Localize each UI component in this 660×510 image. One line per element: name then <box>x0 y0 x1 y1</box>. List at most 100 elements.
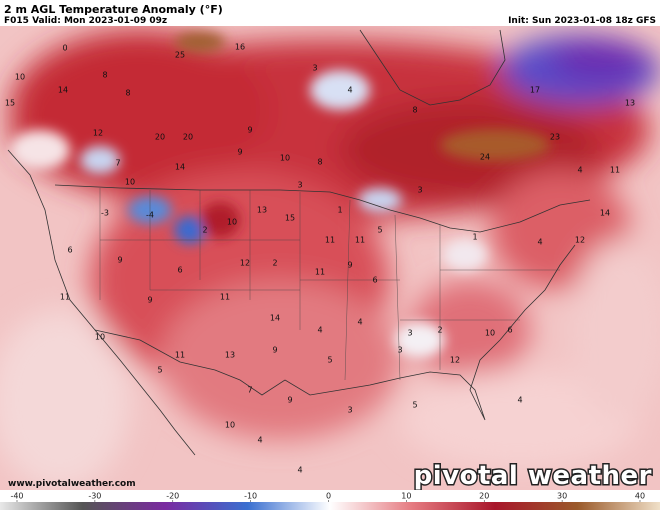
colorbar-tick-label: 0 <box>326 492 331 501</box>
value-label: 5 <box>327 356 332 365</box>
value-label: 10 <box>95 333 105 342</box>
value-label: 9 <box>147 296 152 305</box>
value-label: 2 <box>272 259 277 268</box>
value-label: 16 <box>235 43 245 52</box>
map-title: 2 m AGL Temperature Anomaly (°F) <box>4 3 223 16</box>
value-label: 10 <box>227 218 237 227</box>
value-label: 4 <box>577 166 582 175</box>
value-label: 11 <box>220 293 230 302</box>
colorbar-tick-label: 20 <box>479 492 489 501</box>
political-borders <box>7 29 591 456</box>
value-label: 3 <box>397 346 402 355</box>
value-label: 10 <box>225 421 235 430</box>
value-label: 9 <box>272 346 277 355</box>
value-label: 15 <box>285 214 295 223</box>
value-label: 4 <box>537 238 542 247</box>
value-label: 4 <box>517 396 522 405</box>
value-label: 25 <box>175 51 185 60</box>
value-label: 12 <box>575 236 585 245</box>
value-label: 14 <box>58 86 68 95</box>
value-label: 8 <box>102 71 107 80</box>
value-label: 1 <box>472 233 477 242</box>
value-label: 9 <box>347 261 352 270</box>
colorbar-tick-label: -30 <box>88 492 101 501</box>
value-label: 5 <box>412 401 417 410</box>
value-label: 6 <box>372 276 377 285</box>
value-label: 9 <box>237 148 242 157</box>
colorbar-tick-label: 40 <box>635 492 645 501</box>
value-label: 8 <box>412 106 417 115</box>
value-label: 2 <box>437 326 442 335</box>
value-label: 8 <box>317 158 322 167</box>
value-label: 23 <box>550 133 560 142</box>
value-label: 0 <box>62 44 67 53</box>
value-label: 3 <box>407 329 412 338</box>
value-label: 3 <box>417 186 422 195</box>
value-label: 2 <box>202 226 207 235</box>
value-label: -3 <box>101 209 109 218</box>
value-label: 10 <box>280 154 290 163</box>
value-label: 11 <box>325 236 335 245</box>
value-label: 3 <box>347 406 352 415</box>
value-label: 11 <box>610 166 620 175</box>
value-label: 4 <box>257 436 262 445</box>
value-label: -4 <box>146 211 154 220</box>
state-lines <box>99 188 560 381</box>
logo: pivotal weather <box>414 461 652 491</box>
value-label: 9 <box>247 126 252 135</box>
value-label: 9 <box>287 396 292 405</box>
value-label: 14 <box>600 209 610 218</box>
value-label: 11 <box>355 236 365 245</box>
value-label: 12 <box>93 129 103 138</box>
anomaly-detail <box>10 32 550 358</box>
value-label: 24 <box>480 153 490 162</box>
colorbar-tick-label: -20 <box>166 492 179 501</box>
value-label: 4 <box>317 326 322 335</box>
colorbar-tick-label: -10 <box>244 492 257 501</box>
website: www.pivotalweather.com <box>8 479 136 489</box>
value-label: 6 <box>507 326 512 335</box>
colorbar: -40 -30 -20 -10 0 10 20 30 40 <box>0 490 660 510</box>
colorbar-tick-label: 30 <box>557 492 567 501</box>
value-label: 4 <box>347 86 352 95</box>
value-label: 11 <box>60 293 70 302</box>
value-label: 5 <box>157 366 162 375</box>
colorbar-tick-label: -40 <box>10 492 23 501</box>
value-label: 4 <box>357 318 362 327</box>
anomaly-shading <box>0 30 660 490</box>
value-label: 6 <box>67 246 72 255</box>
value-label: 5 <box>377 226 382 235</box>
value-label: 10 <box>15 73 25 82</box>
value-label: 7 <box>115 159 120 168</box>
value-label: 7 <box>247 386 252 395</box>
value-label: 9 <box>117 256 122 265</box>
value-label: 13 <box>257 206 267 215</box>
value-label: 10 <box>125 178 135 187</box>
value-label: 11 <box>315 268 325 277</box>
value-label: 17 <box>530 86 540 95</box>
colorbar-strip <box>0 502 660 510</box>
colorbar-tick-label: 10 <box>401 492 411 501</box>
mexico-border <box>94 329 286 396</box>
header: 2 m AGL Temperature Anomaly (°F) F015 Va… <box>4 3 656 26</box>
value-label: 11 <box>175 351 185 360</box>
value-label: 13 <box>625 99 635 108</box>
hudson-bay <box>359 29 506 106</box>
value-label: 8 <box>125 89 130 98</box>
value-label: 13 <box>225 351 235 360</box>
init-time: Init: Sun 2023-01-08 18z GFS <box>508 16 656 26</box>
value-label: 20 <box>155 133 165 142</box>
value-label: 3 <box>297 181 302 190</box>
value-label: 15 <box>5 99 15 108</box>
value-label: 14 <box>270 314 280 323</box>
value-label: 14 <box>175 163 185 172</box>
value-label: 1 <box>337 206 342 215</box>
value-label: 6 <box>177 266 182 275</box>
value-label: 3 <box>312 64 317 73</box>
value-label: 20 <box>183 133 193 142</box>
value-label: 12 <box>240 259 250 268</box>
value-label: 10 <box>485 329 495 338</box>
